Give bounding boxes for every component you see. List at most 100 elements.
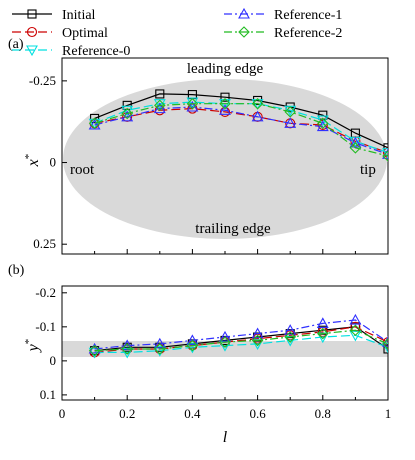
data-point <box>153 337 166 349</box>
data-point <box>219 97 231 110</box>
legend-item: Reference-0 <box>12 44 130 59</box>
data-point <box>383 143 388 153</box>
data-point <box>186 334 199 345</box>
panel-b-ticks: -0.2-0.100.10 0.2 0.4 0.6 0.8 1 <box>35 285 391 421</box>
y-tick-label: 0 <box>50 155 57 170</box>
legend-label: Initial <box>62 8 96 23</box>
panel-b-ylabel: y* <box>23 339 42 354</box>
data-point <box>382 147 388 158</box>
data-point <box>349 313 362 325</box>
y-tick-label: -0.25 <box>29 73 56 88</box>
legend-label: Reference-0 <box>62 44 130 59</box>
x-tick-label: 1 <box>385 406 392 421</box>
x-tick-label: 0 <box>59 406 66 421</box>
legend-label: Reference-1 <box>274 8 342 23</box>
data-point <box>349 136 362 148</box>
panel-b: (b) -0.2-0.100.10 0.2 0.4 0.6 0.8 1 y* l <box>8 263 391 446</box>
data-point <box>186 339 199 352</box>
data-point <box>219 104 231 115</box>
data-point <box>154 343 166 355</box>
data-point <box>284 117 297 128</box>
legend-item: Initial <box>12 8 96 23</box>
data-point <box>382 338 388 350</box>
series-reference-2 <box>88 97 388 162</box>
data-point <box>317 117 329 130</box>
series-line <box>94 329 388 352</box>
data-point <box>318 110 328 120</box>
series-line <box>94 93 388 149</box>
panel-b-series <box>88 313 388 359</box>
data-point <box>251 110 264 122</box>
data-point <box>219 336 231 348</box>
data-point <box>284 324 297 335</box>
x-tick-label: 0.8 <box>315 406 331 421</box>
trailing-edge-label: trailing edge <box>195 221 271 237</box>
data-point <box>121 347 134 359</box>
data-point <box>284 106 296 118</box>
data-point <box>90 113 100 123</box>
data-point <box>121 107 133 120</box>
data-point <box>121 343 133 355</box>
panel-a-series <box>88 89 388 162</box>
data-point <box>316 317 329 328</box>
series-line <box>94 106 388 155</box>
legend-label: Reference-2 <box>274 26 342 41</box>
data-point <box>382 150 388 162</box>
legend-marker <box>238 26 250 38</box>
wing-ellipse <box>63 79 387 239</box>
data-point <box>251 327 264 339</box>
panel-b-label: (b) <box>8 263 25 278</box>
legend: Initial Optimal Reference-0 Reference-1 Refe… <box>12 7 342 59</box>
series-line <box>94 334 388 353</box>
legend-marker <box>27 9 37 19</box>
x-tick-label: 0.2 <box>119 406 135 421</box>
legend-item: Optimal <box>12 26 108 41</box>
data-point <box>251 97 264 110</box>
y-tick-label: -0.2 <box>35 285 56 300</box>
data-point <box>252 333 263 344</box>
data-point <box>219 106 231 117</box>
legend-item: Reference-2 <box>224 26 342 41</box>
series-line <box>94 319 388 350</box>
series-line <box>94 326 388 353</box>
x-tick-label: 0.4 <box>184 406 201 421</box>
legend-marker <box>238 7 250 19</box>
y-tick-label: 0 <box>50 353 57 368</box>
data-point <box>382 342 388 354</box>
data-point <box>251 334 264 347</box>
tip-label: tip <box>360 162 376 178</box>
series-line <box>94 326 388 352</box>
y-tick-label: 0.1 <box>40 387 56 402</box>
y-tick-label: 0.25 <box>33 236 56 251</box>
data-point <box>284 331 296 343</box>
data-point <box>154 99 166 112</box>
y-tick-label: -0.1 <box>35 319 56 334</box>
series-line <box>94 103 388 157</box>
panel-a-label: (a) <box>8 37 24 52</box>
data-point <box>349 324 362 337</box>
data-point <box>122 100 132 110</box>
series-line <box>94 107 388 154</box>
series-reference-2 <box>88 324 388 357</box>
x-tick-label: 0.6 <box>249 406 266 421</box>
panel-a-ylabel: x* <box>23 154 42 168</box>
legend-marker <box>26 26 38 38</box>
legend-marker <box>26 45 38 57</box>
data-point <box>88 117 101 130</box>
legend-item: Reference-1 <box>224 7 342 23</box>
data-point <box>383 344 388 354</box>
data-point <box>186 97 199 110</box>
data-point <box>317 327 329 340</box>
data-point <box>349 330 362 342</box>
data-point <box>155 89 165 99</box>
data-point <box>219 330 231 342</box>
data-point <box>220 92 230 102</box>
panel-a: (a) leading edge trailing edge root tip … <box>8 37 389 255</box>
leading-edge-label: leading edge <box>187 61 264 77</box>
legend-label: Optimal <box>62 26 108 41</box>
data-point <box>317 119 328 131</box>
data-point <box>88 344 101 357</box>
root-label: root <box>70 162 95 178</box>
data-point <box>349 142 362 154</box>
